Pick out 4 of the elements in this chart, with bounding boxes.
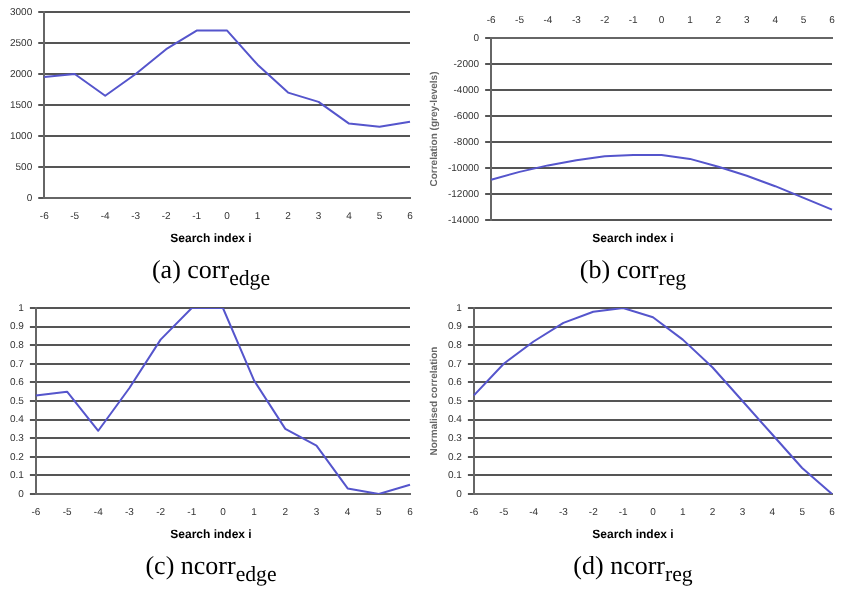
- text: (c) ncorr$_{edge}$: [145, 548, 277, 588]
- text: (b) corr$_{reg}$: [579, 252, 687, 292]
- text: (d) ncorr$_{reg}$: [573, 548, 693, 588]
- text: (a) corr$_{edge}$: [151, 252, 271, 292]
